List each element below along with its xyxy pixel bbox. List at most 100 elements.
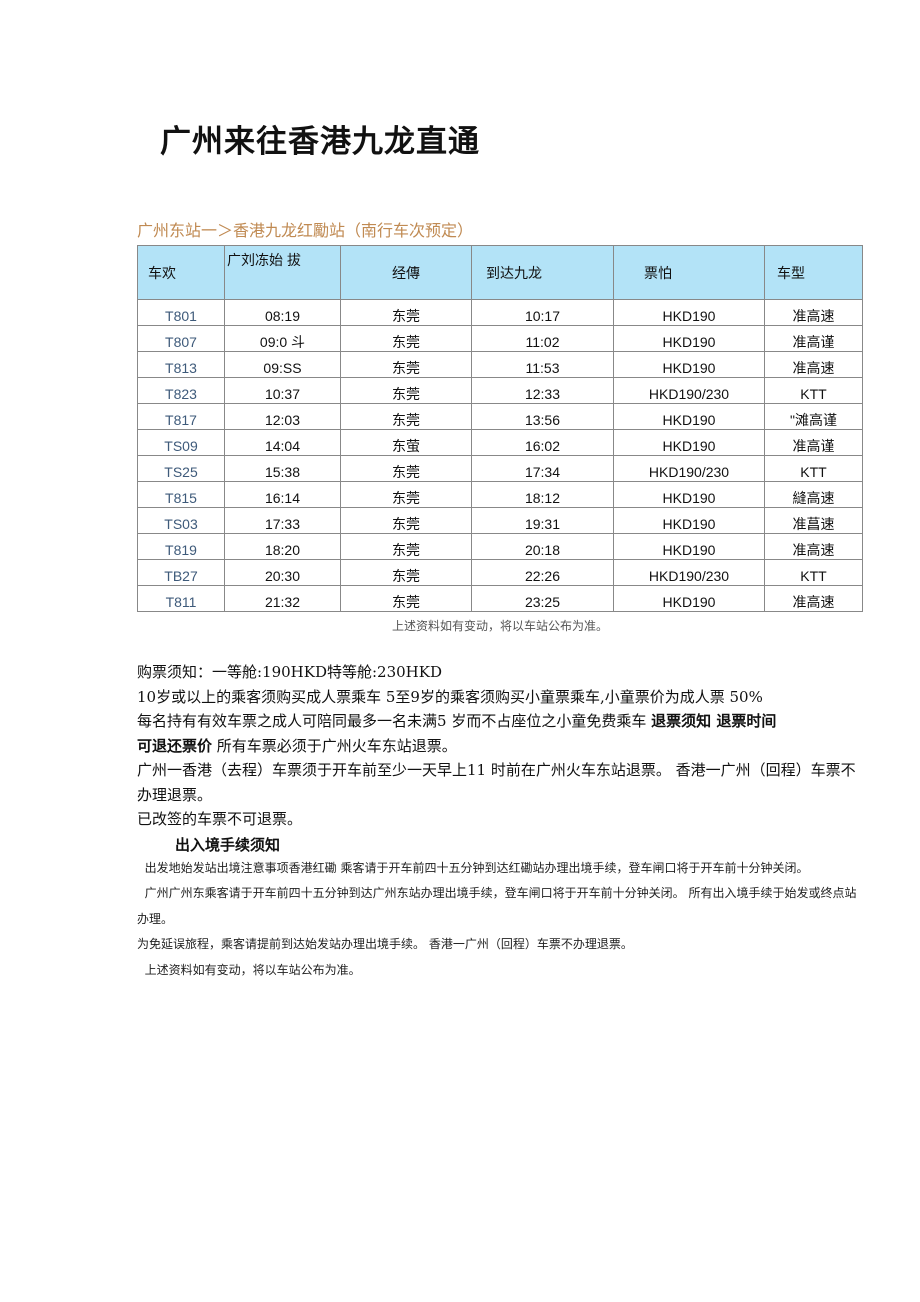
train-type: 准高速 (764, 351, 863, 378)
via-station: 东莞 (340, 533, 472, 560)
border-paragraph: 上述资料如有变动，将以车站公布为准。 (137, 962, 361, 977)
via-station: 东莞 (340, 351, 472, 378)
timetable: 车欢 广刘冻始 拔 经傳 到达九龙 票怕 车型 T801 08:19 东莞 10:17… (137, 245, 863, 612)
page-title: 广州来往香港九龙直通 (160, 124, 480, 160)
notice-line: 10岁或以上的乘客须购买成人票乘车 5至9岁的乘客须购买小童票乘车,小童票价为成… (137, 687, 763, 706)
table-note: 上述资料如有变动，将以车站公布为准。 (391, 619, 608, 633)
table-row: T801 08:19 东莞 10:17 HKD190 准高速 (137, 299, 863, 326)
notice-line: 可退还票价 所有车票必须于广州火车东站退票。 (137, 734, 867, 759)
train-type: 准高速 (764, 585, 863, 612)
arrive-time: 19:31 (471, 507, 614, 534)
fare: HKD190 (613, 481, 765, 508)
route-subtitle: 广州东站一＞香港九龙红勵站（南行车次预定） (137, 221, 474, 240)
via-station: 东莞 (340, 403, 472, 430)
depart-time: 08:19 (224, 299, 341, 326)
arrive-time: 13:56 (471, 403, 614, 430)
depart-time: 14:04 (224, 429, 341, 456)
border-paragraph: 出发地始发站出境注意事项香港红磡 乘客请于开车前四十五分钟到达红磡站办理出境手续… (137, 860, 809, 875)
arrive-time: 20:18 (471, 533, 614, 560)
table-row: T817 12:03 东莞 13:56 HKD190 "滩高谨 (137, 403, 863, 430)
train-type: KTT (764, 455, 863, 482)
content-flow: 广州东站一＞香港九龙红勵站（南行车次预定） 车欢 广刘冻始 拔 经傳 到达九龙 … (137, 219, 867, 983)
via-station: 东莞 (340, 377, 472, 404)
train-number: T801 (137, 299, 225, 326)
depart-time: 12:03 (224, 403, 341, 430)
col-train: 车欢 (137, 245, 225, 300)
arrive-time: 12:33 (471, 377, 614, 404)
train-type: 准高速 (764, 299, 863, 326)
arrive-time: 18:12 (471, 481, 614, 508)
refund-heading: 可退还票价 (137, 736, 213, 755)
fare: HKD190 (613, 325, 765, 352)
border-paragraph: 广州广州东乘客请于开车前四十五分钟到达广州东站办理出境手续，登车闸口将于开车前十… (137, 886, 857, 926)
train-number: TS03 (137, 507, 225, 534)
train-type: 准高谨 (764, 429, 863, 456)
col-type: 车型 (764, 245, 863, 300)
via-station: 东莞 (340, 585, 472, 612)
train-number: T811 (137, 585, 225, 612)
notice-line: 购票须知：一等舱:190HKD特等舱:230HKD (137, 663, 442, 681)
fare: HKD190 (613, 299, 765, 326)
fare: HKD190 (613, 351, 765, 378)
depart-time: 09:0 斗 (224, 325, 341, 352)
table-header: 车欢 广刘冻始 拔 经傳 到达九龙 票怕 车型 (137, 245, 863, 300)
train-number: TB27 (137, 559, 225, 586)
fare: HKD190/230 (613, 455, 765, 482)
train-number: T815 (137, 481, 225, 508)
fare: HKD190/230 (613, 559, 765, 586)
table-row: T815 16:14 东莞 18:12 HKD190 縫高速 (137, 481, 863, 508)
arrive-time: 22:26 (471, 559, 614, 586)
notice-line: 已改签的车票不可退票。 (137, 810, 303, 828)
ticket-notice: 购票须知：一等舱:190HKD特等舱:230HKD 10岁或以上的乘客须购买成人… (137, 660, 867, 832)
table-row: TB27 20:30 东莞 22:26 HKD190/230 KTT (137, 559, 863, 586)
via-station: 东莞 (340, 299, 472, 326)
train-type: KTT (764, 377, 863, 404)
arrive-time: 11:02 (471, 325, 614, 352)
via-station: 东萤 (340, 429, 472, 456)
col-fare: 票怕 (613, 245, 765, 300)
train-type: 准菖速 (764, 507, 863, 534)
via-station: 东莞 (340, 559, 472, 586)
notice-text: 所有车票必须于广州火车东站退票。 (212, 736, 457, 755)
fare: HKD190 (613, 507, 765, 534)
table-row: T811 21:32 东莞 23:25 HKD190 准高速 (137, 585, 863, 612)
train-number: TS09 (137, 429, 225, 456)
via-station: 东莞 (340, 455, 472, 482)
train-type: KTT (764, 559, 863, 586)
notice-line: 广州一香港（去程）车票须于开车前至少一天早上11 时前在广州火车东站退票。 香港… (137, 761, 856, 804)
col-arrive: 到达九龙 (471, 245, 614, 300)
depart-time: 21:32 (224, 585, 341, 612)
arrive-time: 10:17 (471, 299, 614, 326)
via-station: 东莞 (340, 507, 472, 534)
col-via: 经傳 (340, 245, 472, 300)
train-type: 准高速 (764, 533, 863, 560)
table-row: TS09 14:04 东萤 16:02 HKD190 准高谨 (137, 429, 863, 456)
train-type: 准高谨 (764, 325, 863, 352)
table-row: T819 18:20 东莞 20:18 HKD190 准高速 (137, 533, 863, 560)
arrive-time: 16:02 (471, 429, 614, 456)
depart-time: 20:30 (224, 559, 341, 586)
train-number: TS25 (137, 455, 225, 482)
train-number: T813 (137, 351, 225, 378)
notice-line: 每名持有有效车票之成人可陪同最多一名未满5 岁而不占座位之小童免费乘车 退票须知… (137, 709, 867, 734)
train-number: T807 (137, 325, 225, 352)
depart-time: 09:SS (224, 351, 341, 378)
depart-time: 16:14 (224, 481, 341, 508)
table-row: T813 09:SS 东莞 11:53 HKD190 准高速 (137, 351, 863, 378)
depart-time: 17:33 (224, 507, 341, 534)
fare: HKD190 (613, 429, 765, 456)
arrive-time: 23:25 (471, 585, 614, 612)
arrive-time: 17:34 (471, 455, 614, 482)
train-type: "滩高谨 (764, 403, 863, 430)
depart-time: 18:20 (224, 533, 341, 560)
fare: HKD190/230 (613, 377, 765, 404)
table-row: T807 09:0 斗东莞 11:02 HKD190 准高谨 (137, 325, 863, 352)
train-number: T817 (137, 403, 225, 430)
table-row: TS25 15:38 东莞 17:34 HKD190/230 KTT (137, 455, 863, 482)
via-station: 东莞 (340, 325, 472, 352)
via-station: 东莞 (340, 481, 472, 508)
border-paragraph: 为免延误旅程，乘客请提前到达始发站办理出境手续。 香港一广州（回程）车票不办理退… (137, 937, 633, 951)
train-number: T819 (137, 533, 225, 560)
refund-heading: 退票须知 退票时间 (651, 712, 777, 730)
